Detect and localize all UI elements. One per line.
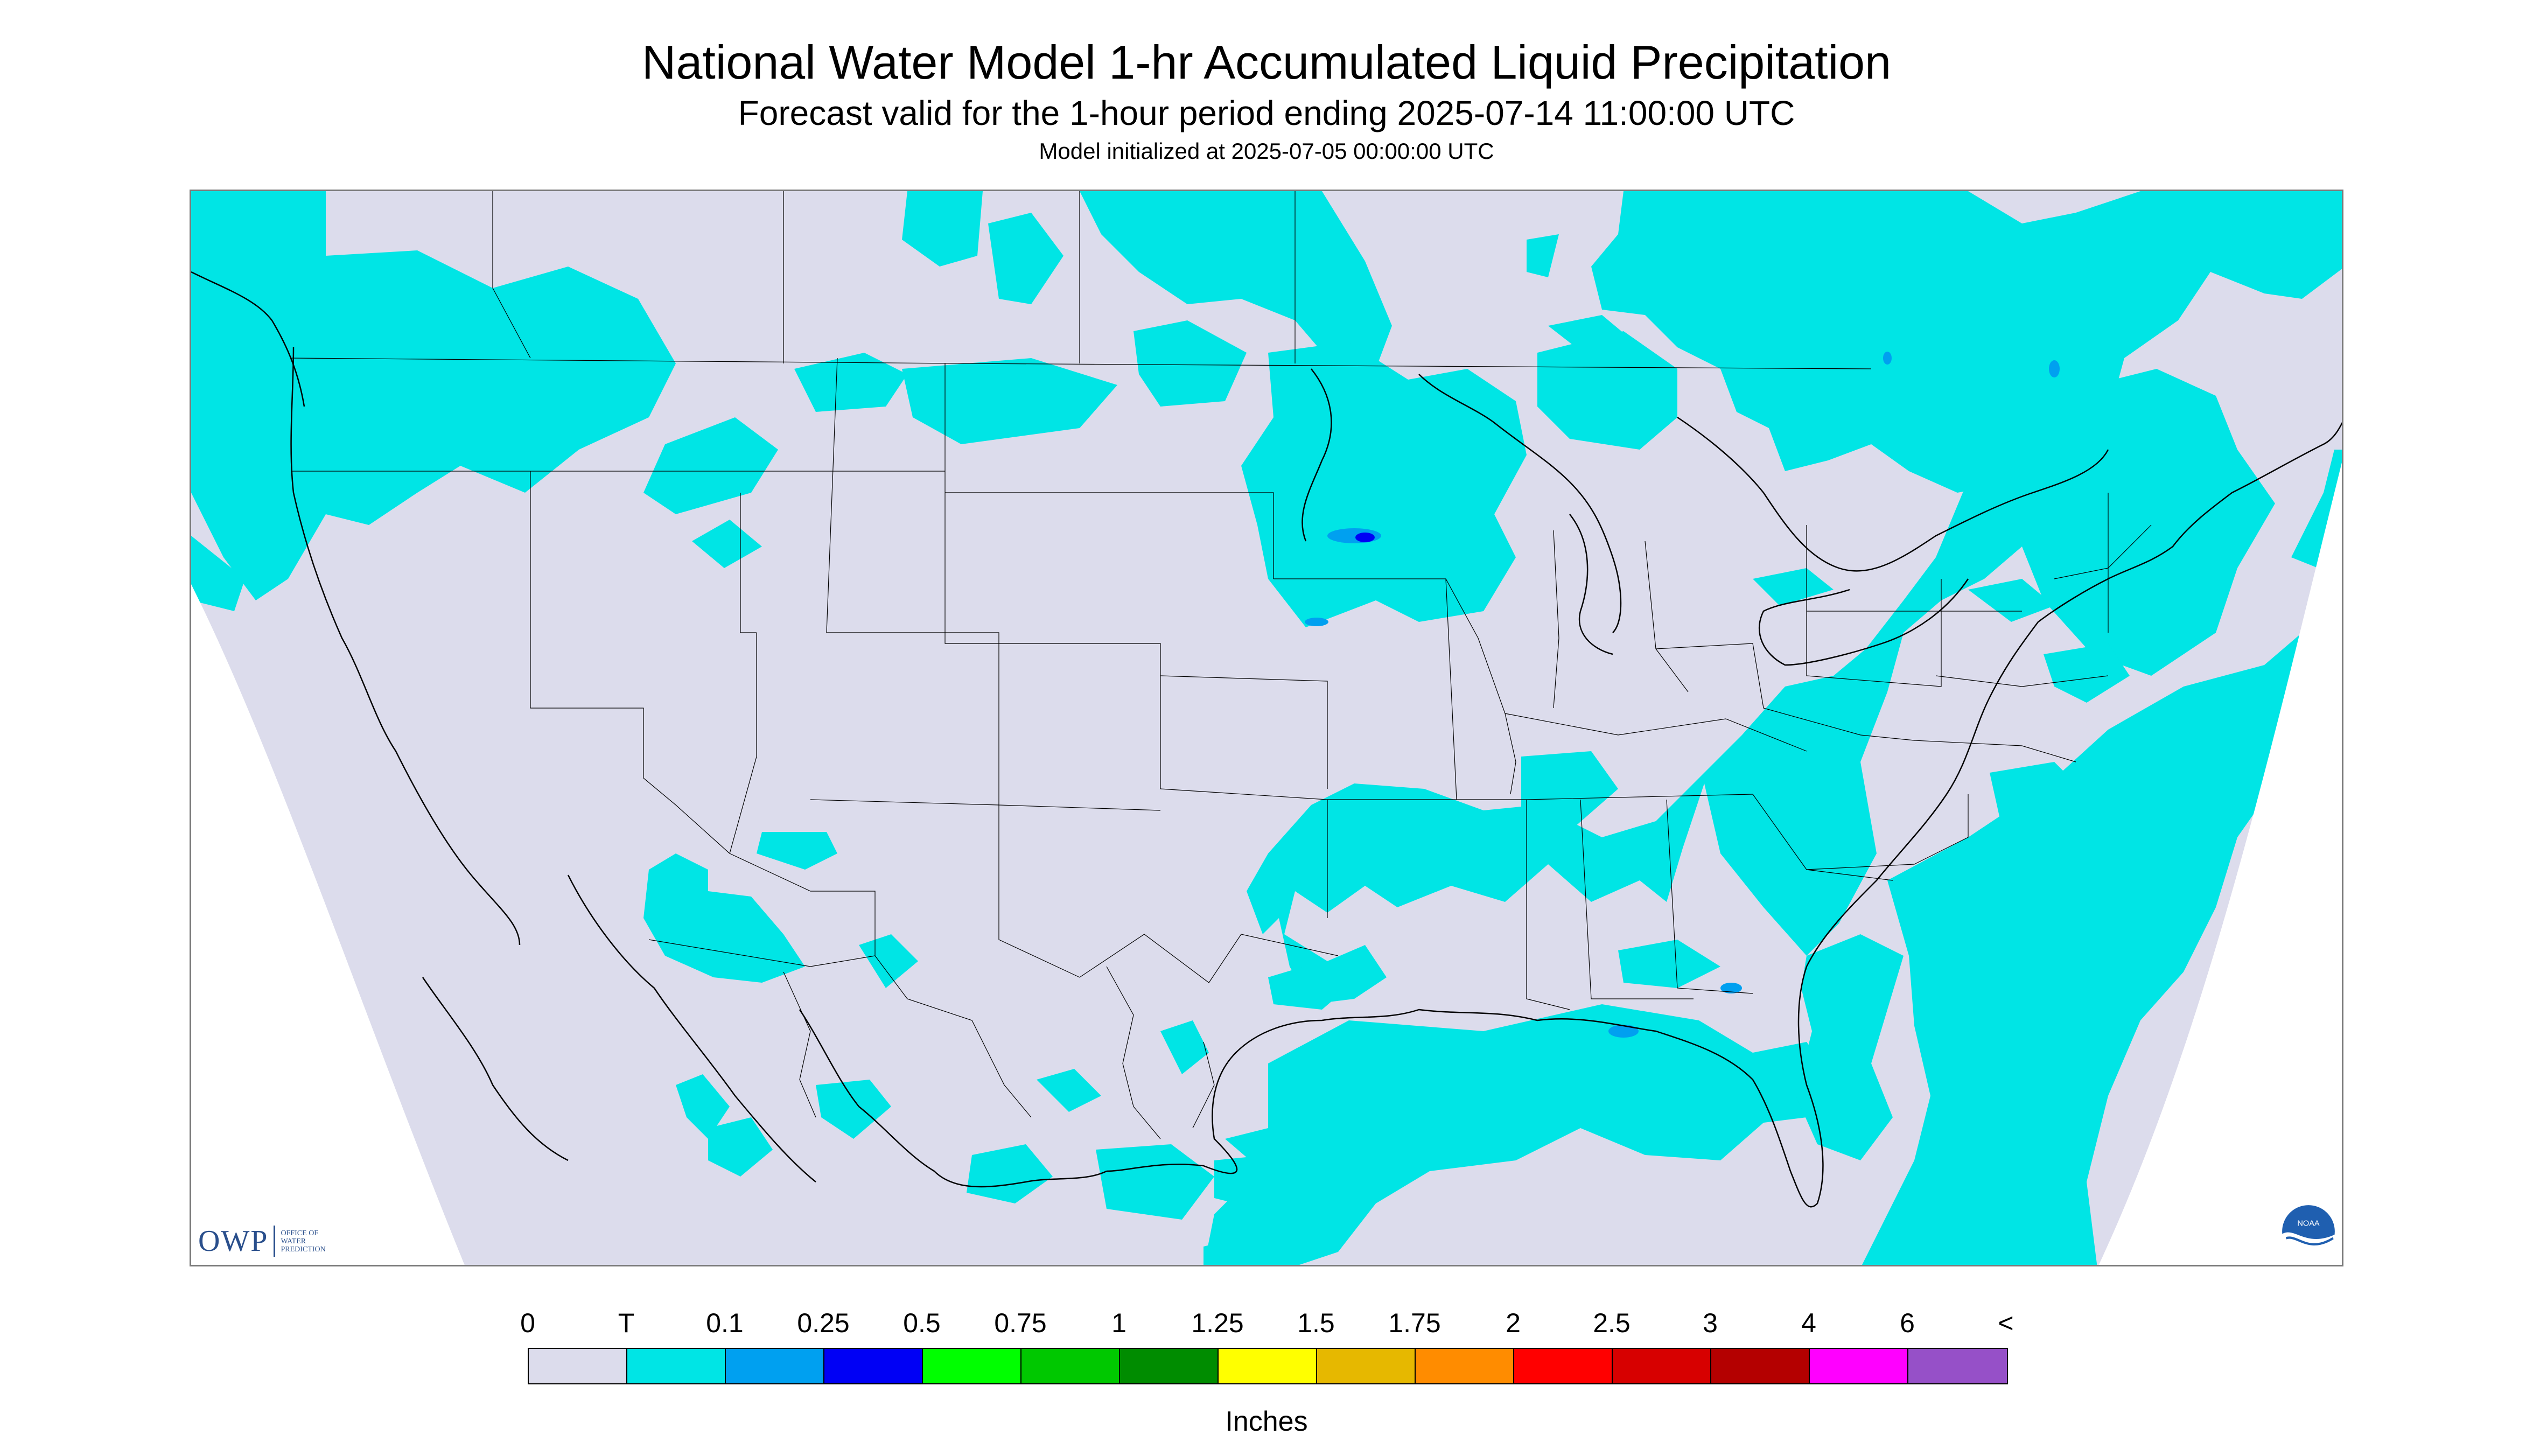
model-init-time: Model initialized at 2025-07-05 00:00:00… — [1039, 138, 1494, 164]
moderate-precip-core — [1355, 533, 1375, 542]
legend-label: 4 — [1801, 1308, 1816, 1338]
legend: 0 T 0.1 0.25 0.5 0.75 1 1.25 1.5 1.75 2 2.5 3 4 6 < — [0, 1292, 2533, 1443]
legend-swatch — [1120, 1349, 1219, 1383]
legend-swatch — [627, 1349, 726, 1383]
legend-swatch — [1317, 1349, 1416, 1383]
noaa-logo-icon: NOAA — [2281, 1204, 2336, 1259]
legend-label: 0.25 — [797, 1308, 850, 1338]
legend-swatch — [1416, 1349, 1514, 1383]
legend-swatch — [923, 1349, 1021, 1383]
legend-swatch — [1613, 1349, 1711, 1383]
state-boundaries — [290, 191, 2152, 1139]
owp-logo: OWP OFFICE OF WATER PREDICTION — [198, 1222, 326, 1260]
legend-swatch — [1514, 1349, 1613, 1383]
legend-label: 2 — [1506, 1308, 1521, 1338]
legend-swatch — [1810, 1349, 1908, 1383]
map-title: National Water Model 1-hr Accumulated Li… — [641, 36, 1892, 89]
trace-precip-areas — [191, 191, 2342, 1265]
legend-label: 0.1 — [706, 1308, 744, 1338]
legend-swatch — [1711, 1349, 1810, 1383]
legend-colorbar — [528, 1348, 2008, 1384]
legend-label: 0.5 — [903, 1308, 941, 1338]
legend-swatch — [1908, 1349, 2007, 1383]
svg-text:NOAA: NOAA — [2297, 1220, 2320, 1228]
legend-swatch — [1219, 1349, 1317, 1383]
legend-label: 6 — [1900, 1308, 1915, 1338]
legend-swatch — [726, 1349, 824, 1383]
legend-swatch — [1021, 1349, 1120, 1383]
legend-units: Inches — [1225, 1406, 1308, 1437]
legend-label: 2.5 — [1593, 1308, 1631, 1338]
legend-label: 0.75 — [994, 1308, 1047, 1338]
owp-logo-subtitle: OFFICE OF WATER PREDICTION — [281, 1229, 326, 1254]
legend-label: 0 — [520, 1308, 535, 1338]
legend-label: 1.5 — [1297, 1308, 1335, 1338]
out-of-domain-east — [2098, 463, 2342, 1265]
precipitation-map — [190, 190, 2343, 1266]
legend-label: 1 — [1111, 1308, 1126, 1338]
legend-label: < — [1998, 1308, 2014, 1338]
legend-label: 1.25 — [1191, 1308, 1244, 1338]
legend-label: 3 — [1703, 1308, 1718, 1338]
owp-logo-divider — [274, 1226, 276, 1257]
map-subtitle: Forecast valid for the 1-hour period end… — [738, 94, 1795, 132]
owp-logo-text: OWP — [198, 1224, 269, 1258]
map-canvas — [191, 191, 2342, 1265]
legend-swatch — [824, 1349, 923, 1383]
legend-label: T — [618, 1308, 635, 1338]
legend-label: 1.75 — [1388, 1308, 1441, 1338]
legend-swatch — [529, 1349, 627, 1383]
out-of-domain-west — [191, 584, 465, 1265]
